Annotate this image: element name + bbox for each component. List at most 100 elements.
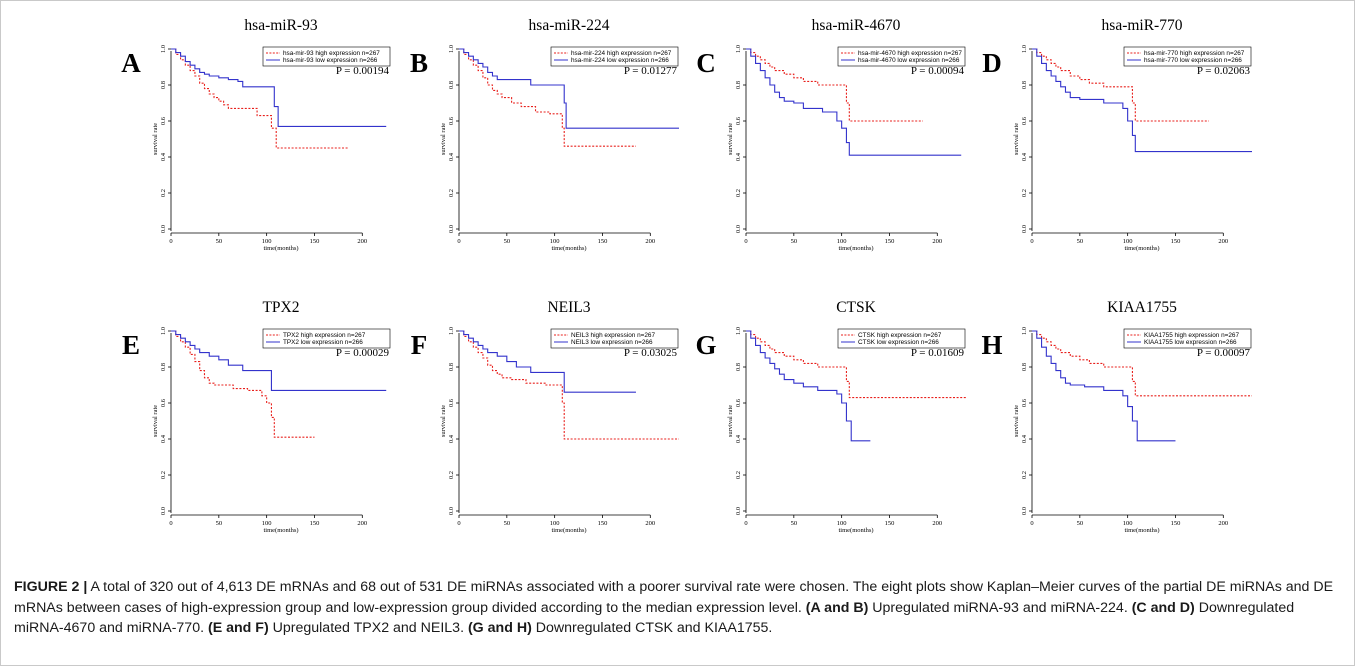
panel-d-x-tick-label: 150 <box>1171 238 1181 245</box>
panel-e-curve-low <box>171 330 387 391</box>
panel-e-y-tick-label: 0.2 <box>160 471 167 479</box>
panel-d-y-axis-label: survival rate <box>1013 123 1020 155</box>
panel-h-legend-label: KIAA1755 low expression n=266 <box>1144 339 1237 346</box>
panel-h-curve-low <box>1032 330 1176 442</box>
panel-g-y-tick-label: 0.4 <box>735 434 742 443</box>
panel-f-x-tick-label: 100 <box>550 520 560 527</box>
panel-g-x-tick-label: 50 <box>791 520 798 527</box>
panel-d-y-tick-label: 0.8 <box>1021 81 1028 89</box>
panel-h-x-tick-label: 200 <box>1218 520 1228 527</box>
panel-b-y-tick-label: 0.0 <box>448 225 455 233</box>
panel-e-title: TPX2 <box>262 299 299 316</box>
figure-caption: FIGURE 2 | A total of 320 out of 4,613 D… <box>14 577 1344 639</box>
panel-e-legend-box <box>262 328 391 349</box>
panel-a-p-value: P = 0.00194 <box>336 65 390 77</box>
panel-d-y-tick-label: 0.0 <box>1021 225 1028 233</box>
panel-d-x-tick-label: 50 <box>1077 238 1084 245</box>
panel-h-y-tick-label: 0.8 <box>1021 363 1028 371</box>
caption-text-ab: Upregulated miRNA-93 and miRNA-224. <box>868 599 1132 616</box>
panel-h-x-tick-label: 100 <box>1123 520 1133 527</box>
panel-c-curve-low <box>746 48 962 156</box>
panel-h-curve-high <box>1032 330 1252 397</box>
panel-e-x-tick-label: 100 <box>262 520 272 527</box>
panel-f-y-axis-label: survival rate <box>440 405 447 437</box>
panel-c-title: hsa-miR-4670 <box>812 17 901 34</box>
panel-f-y-tick-label: 0.8 <box>448 363 455 371</box>
panel-h-legend-label: KIAA1755 high expression n=267 <box>1144 332 1239 339</box>
panel-b-legend-label: hsa-mir-224 high expression n=267 <box>571 50 672 57</box>
panel-h-y-tick-label: 0.4 <box>1021 434 1028 443</box>
caption-text-gh: Downregulated CTSK and KIAA1755. <box>531 620 773 636</box>
panel-d-curve-high <box>1032 48 1209 122</box>
panel-a-y-tick-label: 0.8 <box>160 81 167 89</box>
panel-f-curve-low <box>459 330 636 393</box>
panel-d-legend-label: hsa-mir-770 high expression n=267 <box>1144 50 1245 57</box>
panel-g-x-tick-label: 150 <box>885 520 895 527</box>
panel-a-x-axis-label: time(months) <box>263 245 298 252</box>
panel-g-legend-box <box>837 328 966 349</box>
panel-g-y-tick-label: 1.0 <box>735 327 742 335</box>
panel-h-x-tick-label: 50 <box>1077 520 1084 527</box>
panel-f-legend-box <box>550 328 679 349</box>
panel-d-y-tick-label: 0.2 <box>1021 189 1028 197</box>
panel-d-y-tick-label: 0.4 <box>1021 152 1028 161</box>
panel-a-x-tick-label: 0 <box>169 238 172 245</box>
panel-e-x-axis-label: time(months) <box>263 527 298 534</box>
panel-a-x-tick-label: 50 <box>216 238 223 245</box>
panel-g-y-tick-label: 0.8 <box>735 363 742 371</box>
panel-a-x-tick-label: 150 <box>310 238 320 245</box>
caption-ref-cd: (C and D) <box>1131 599 1195 616</box>
panel-f-letter: F <box>411 330 428 360</box>
panel-g-y-tick-label: 0.6 <box>735 398 742 407</box>
panel-a-y-axis-label: survival rate <box>152 123 159 155</box>
panel-h-p-value: P = 0.00097 <box>1197 347 1251 359</box>
panel-c-p-value: P = 0.00094 <box>911 65 965 77</box>
panel-a-title: hsa-miR-93 <box>244 17 317 34</box>
panel-b-curve-high <box>459 48 636 147</box>
panel-b-y-tick-label: 0.2 <box>448 189 455 197</box>
panel-c-x-tick-label: 0 <box>744 238 747 245</box>
caption-label: FIGURE 2 | <box>14 579 88 595</box>
caption-text-cd: Downregulated miRNA-4670 and miRNA-770. <box>14 599 1295 637</box>
panel-b-y-tick-label: 0.6 <box>448 116 455 125</box>
panel-f-x-tick-label: 0 <box>457 520 460 527</box>
panel-f-legend-label: NEIL3 low expression n=266 <box>571 339 653 346</box>
panel-g-curve-low <box>746 330 871 442</box>
panel-f-x-tick-label: 150 <box>598 520 608 527</box>
panel-e-legend-label: TPX2 low expression n=266 <box>283 339 363 346</box>
panel-e-p-value: P = 0.00029 <box>336 347 390 359</box>
panel-h-y-axis-label: survival rate <box>1013 405 1020 437</box>
panel-c-curve-high <box>746 48 923 122</box>
panel-g-legend-label: CTSK low expression n=266 <box>858 339 939 346</box>
panel-b-y-tick-label: 1.0 <box>448 45 455 53</box>
panel-b-curve-low <box>459 48 679 129</box>
panel-a-y-tick-label: 1.0 <box>160 45 167 53</box>
panel-f-title: NEIL3 <box>547 299 590 316</box>
panel-b-x-tick-label: 200 <box>645 238 655 245</box>
panel-c-y-tick-label: 1.0 <box>735 45 742 53</box>
panel-b-legend-label: hsa-mir-224 low expression n=266 <box>571 57 669 64</box>
panel-h-x-tick-label: 150 <box>1171 520 1181 527</box>
panel-e-y-axis-label: survival rate <box>152 405 159 437</box>
panel-a-y-tick-label: 0.6 <box>160 116 167 125</box>
panel-h-x-axis-label: time(months) <box>1124 527 1159 534</box>
panel-b-x-tick-label: 50 <box>504 238 511 245</box>
panel-d-y-tick-label: 0.6 <box>1021 116 1028 125</box>
panel-a-y-tick-label: 0.4 <box>160 152 167 161</box>
panel-c-legend-box <box>837 46 966 67</box>
caption-ref-ab: (A and B) <box>805 599 869 616</box>
panel-d-x-tick-label: 100 <box>1123 238 1133 245</box>
panel-h-title: KIAA1755 <box>1107 299 1177 316</box>
panel-c-x-tick-label: 150 <box>885 238 895 245</box>
panel-f-x-axis-label: time(months) <box>551 527 586 534</box>
panel-b-x-tick-label: 0 <box>457 238 460 245</box>
panel-g-legend-label: CTSK high expression n=267 <box>858 332 942 339</box>
panel-a-legend-box <box>262 46 391 67</box>
panel-c-x-tick-label: 200 <box>932 238 942 245</box>
panel-f-y-tick-label: 1.0 <box>448 327 455 335</box>
panel-f-y-tick-label: 0.2 <box>448 471 455 479</box>
panel-c-x-axis-label: time(months) <box>838 245 873 252</box>
panel-a-y-tick-label: 0.2 <box>160 189 167 197</box>
panel-c-y-tick-label: 0.4 <box>735 152 742 161</box>
caption-ref-gh: (G and H) <box>467 620 532 636</box>
